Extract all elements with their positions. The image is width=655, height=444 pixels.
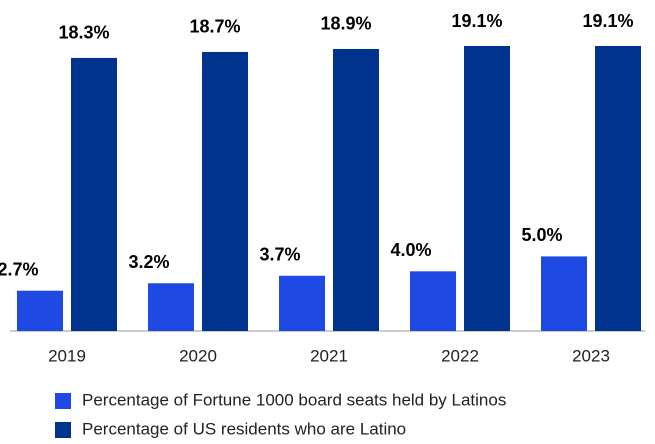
data-label: 19.1% — [582, 11, 633, 31]
data-label: 18.9% — [320, 14, 371, 34]
x-tick-label: 2022 — [441, 346, 479, 365]
bar — [17, 290, 63, 331]
bar — [71, 57, 117, 332]
data-label: 3.2% — [128, 252, 169, 272]
x-tick-label: 2021 — [310, 346, 348, 365]
data-label: 3.7% — [259, 245, 300, 265]
x-tick-label: 2019 — [48, 346, 86, 365]
data-label: 2.7% — [0, 259, 39, 279]
x-tick-label: 2023 — [572, 346, 610, 365]
bar — [595, 46, 641, 331]
bar — [410, 271, 456, 331]
legend-swatch — [55, 393, 71, 409]
legend-label: Percentage of Fortune 1000 board seats h… — [82, 390, 506, 409]
data-label: 18.7% — [189, 17, 240, 37]
legend-label: Percentage of US residents who are Latin… — [82, 419, 406, 438]
data-label: 19.1% — [451, 11, 502, 31]
data-label: 5.0% — [521, 225, 562, 245]
legend-swatch — [55, 422, 71, 438]
data-label: 4.0% — [390, 240, 431, 260]
bar — [202, 51, 248, 331]
bar — [464, 46, 510, 331]
data-label: 18.3% — [58, 23, 109, 43]
bar — [333, 48, 379, 332]
bar — [541, 256, 587, 331]
x-tick-label: 2020 — [179, 346, 217, 365]
bar — [148, 283, 194, 331]
bar — [279, 275, 325, 331]
